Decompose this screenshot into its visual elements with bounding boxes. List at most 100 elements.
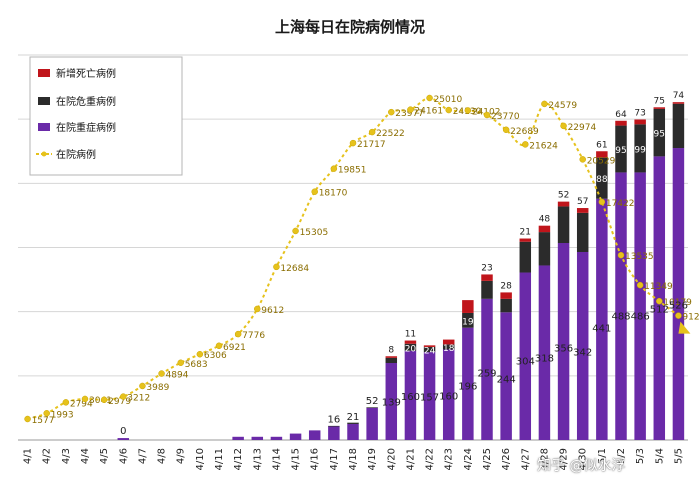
legend-label: 在院危重病例: [56, 95, 116, 108]
bar-value-label-inside: 88: [596, 175, 608, 185]
bar-value-label-critical: 28: [500, 281, 512, 291]
line-value-label: 23977: [395, 109, 424, 119]
bar-value-label-severe: 342: [573, 347, 592, 358]
x-tick-label: 4/20: [386, 448, 397, 470]
x-tick-label: 4/1: [23, 448, 34, 464]
line-point: [445, 106, 452, 114]
bar-severe: [576, 251, 589, 440]
x-tick-label: 4/22: [425, 448, 436, 470]
line-inpatient: [27, 96, 680, 420]
line-point: [656, 297, 663, 305]
bar-death: [538, 225, 551, 233]
bar-death: [519, 238, 532, 242]
x-tick-label: 5/5: [673, 448, 684, 464]
bar-critical: [615, 125, 627, 173]
line-value-label: 18170: [319, 189, 348, 199]
bar-death: [576, 208, 589, 213]
bar-severe: [328, 426, 340, 440]
bar-value-label-severe: 16: [327, 415, 340, 426]
legend-box: [29, 56, 183, 176]
legend-swatch: [38, 97, 50, 105]
bar-severe: [462, 327, 474, 440]
line-value-label: 10179: [663, 298, 692, 308]
bar-severe: [270, 436, 283, 440]
x-tick-label: 5/4: [654, 448, 665, 464]
line-point: [158, 370, 165, 377]
line-point: [464, 107, 472, 114]
x-tick-label: 4/8: [157, 448, 168, 464]
line-value-label: 1577: [32, 416, 55, 426]
line-value-label: 9122: [682, 313, 700, 323]
x-tick-label: 4/21: [405, 448, 416, 470]
x-tick-label: 4/16: [310, 448, 321, 470]
line-point: [483, 111, 491, 119]
bar-critical: [538, 232, 551, 266]
x-tick-label: 4/4: [80, 448, 91, 464]
legend-swatch: [38, 69, 50, 77]
bar-critical: [462, 312, 474, 328]
bar-critical: [672, 103, 685, 149]
bar-value-label-inside: 95: [654, 130, 665, 140]
line-value-label: 2794: [70, 399, 93, 409]
bar-severe: [289, 433, 302, 440]
bar-death: [596, 151, 608, 158]
line-point: [388, 108, 395, 116]
line-value-label: 20529: [587, 156, 616, 166]
line-point: [579, 156, 586, 163]
bar-critical: [366, 407, 378, 408]
line-value-label: 15305: [300, 228, 329, 238]
line-point: [349, 139, 357, 147]
bar-death: [672, 102, 685, 104]
bar-value-label-critical: 21: [520, 228, 531, 238]
bar-value-label-severe: 244: [497, 375, 516, 386]
line-value-label: 24161: [414, 107, 443, 117]
bar-value-label-inside: 18: [443, 344, 455, 354]
bar-value-label-critical: 23: [481, 263, 492, 273]
bar-value-label-inside: 20: [405, 344, 417, 354]
bar-value-label-critical: 11: [405, 330, 416, 340]
line-value-label: 9612: [261, 306, 284, 316]
line-point: [234, 330, 242, 338]
bar-value-label-severe: 52: [366, 396, 379, 407]
bar-value-label-critical: 52: [558, 191, 569, 201]
line-value-label: 3989: [146, 383, 169, 393]
legend-label: 在院病例: [56, 148, 96, 161]
legend-swatch: [38, 123, 50, 131]
line-value-label: 7776: [242, 331, 265, 341]
bar-critical: [442, 344, 455, 350]
line-value-label: 6306: [204, 351, 227, 361]
x-tick-label: 4/13: [252, 448, 263, 470]
line-point: [330, 165, 338, 172]
bar-value-label-severe: 160: [401, 392, 420, 403]
bar-critical: [634, 124, 646, 173]
bar-value-label-severe: 139: [382, 397, 401, 408]
bar-value-label-critical: 61: [596, 140, 607, 150]
line-value-label: 6921: [223, 343, 246, 353]
bar-severe: [615, 172, 627, 441]
bar-severe: [442, 349, 455, 440]
bar-severe: [404, 350, 417, 440]
line-point: [311, 188, 318, 195]
bar-value-label-inside: 99: [634, 145, 646, 155]
bar-value-label-critical: 73: [634, 108, 645, 118]
line-point: [636, 281, 644, 289]
line-value-label: 22974: [568, 123, 597, 133]
bar-value-label-severe: 0: [120, 426, 126, 437]
legend-label: 新增死亡病例: [56, 67, 116, 80]
x-tick-label: 4/24: [463, 448, 474, 470]
bar-value-label-critical: 74: [673, 91, 685, 101]
line-point: [196, 350, 204, 358]
bar-value-label-severe: 486: [631, 312, 650, 323]
bar-severe: [672, 148, 685, 440]
bar-critical: [576, 212, 589, 252]
line-point: [215, 342, 223, 350]
legend-swatch-point: [41, 151, 47, 157]
line-point: [177, 359, 184, 367]
x-tick-label: 4/26: [501, 448, 512, 470]
line-value-label: 3041: [89, 396, 112, 406]
bar-death: [404, 340, 417, 344]
bar-critical: [423, 346, 436, 353]
line-point: [120, 393, 127, 400]
x-tick-label: 4/27: [520, 448, 531, 470]
